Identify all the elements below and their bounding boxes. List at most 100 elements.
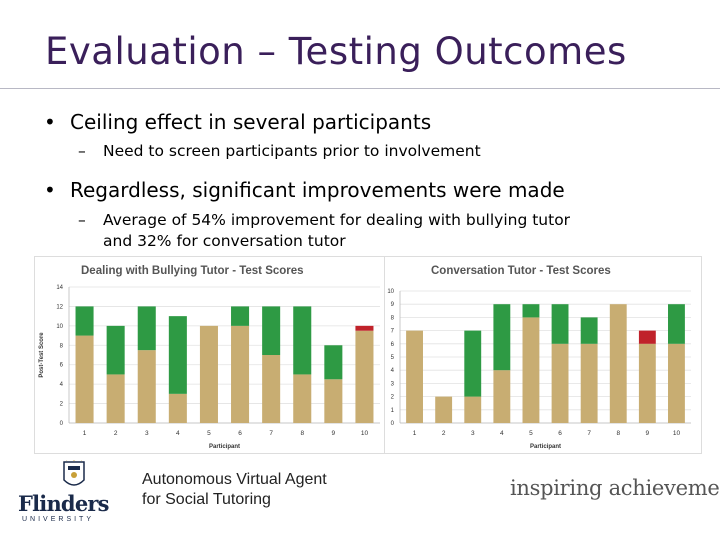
x-tick-label: 6 — [558, 430, 562, 437]
y-tick-label: 8 — [60, 343, 64, 349]
x-tick-label: 4 — [176, 430, 180, 437]
bar-decline — [355, 325, 374, 331]
bar-pre-test — [638, 343, 656, 423]
y-axis-label: Post-Test Score — [39, 332, 45, 378]
bar-pre-test — [435, 396, 453, 423]
x-tick-label: 8 — [300, 430, 304, 437]
y-tick-label: 8 — [391, 315, 395, 321]
bullet-dot: • — [44, 110, 56, 134]
bullet-2-sub-2-text: and 32% for conversation tutor — [103, 232, 346, 250]
footer-caption: Autonomous Virtual Agent for Social Tuto… — [142, 470, 327, 510]
y-tick-label: 5 — [391, 355, 395, 361]
y-tick-label: 0 — [60, 421, 64, 427]
chart-title: Dealing with Bullying Tutor - Test Score… — [81, 265, 304, 277]
bullet-1-text: Ceiling effect in several participants — [70, 110, 432, 134]
y-tick-label: 4 — [391, 368, 395, 374]
bullying-chart: Dealing with Bullying Tutor - Test Score… — [39, 265, 380, 450]
x-tick-label: 1 — [413, 430, 417, 437]
bar-pre-test — [551, 343, 569, 423]
bar-improvement — [551, 304, 569, 344]
university-logo — [30, 457, 140, 540]
crest-icon — [63, 457, 85, 486]
bar-pre-test — [75, 335, 94, 423]
bar-pre-test — [609, 304, 627, 423]
footer-line-2: for Social Tutoring — [142, 491, 271, 508]
x-tick-label: 1 — [83, 430, 87, 437]
bar-improvement — [168, 316, 187, 394]
bullet-2-sub-1-text: Average of 54% improvement for dealing w… — [103, 211, 571, 229]
bullet-2-sub-2: and 32% for conversation tutor — [103, 231, 346, 252]
bar-pre-test — [137, 350, 156, 423]
bar-improvement — [493, 304, 511, 371]
slide-title: Evaluation – Testing Outcomes — [45, 30, 627, 73]
y-tick-label: 9 — [391, 302, 395, 308]
y-tick-label: 10 — [387, 289, 394, 295]
bar-decline — [638, 330, 656, 344]
chart-panel-bullying: Dealing with Bullying Tutor - Test Score… — [34, 256, 396, 454]
bar-improvement — [464, 330, 482, 397]
bullet-1: • Ceiling effect in several participants — [44, 110, 432, 134]
x-axis-label: Participant — [209, 444, 240, 450]
y-tick-label: 12 — [56, 304, 63, 310]
bar-improvement — [668, 304, 685, 344]
bar-pre-test — [324, 379, 343, 423]
bar-improvement — [580, 317, 598, 344]
x-tick-label: 7 — [587, 430, 591, 437]
logo-word: Flinders — [18, 491, 109, 516]
logo-subword: UNIVERSITY — [22, 516, 95, 523]
bullet-1-sub-1-text: Need to screen participants prior to inv… — [103, 142, 481, 160]
title-rule — [0, 88, 720, 89]
y-tick-label: 6 — [60, 363, 64, 369]
bullet-2: • Regardless, significant improvements w… — [44, 178, 565, 202]
bar-pre-test — [668, 343, 685, 423]
bar-improvement — [522, 304, 540, 318]
y-tick-label: 4 — [60, 382, 64, 388]
x-tick-label: 4 — [500, 430, 504, 437]
bar-pre-test — [262, 355, 281, 423]
x-tick-label: 9 — [646, 430, 650, 437]
bar-pre-test — [493, 370, 511, 423]
x-tick-label: 7 — [269, 430, 273, 437]
x-tick-label: 2 — [442, 430, 446, 437]
x-tick-label: 6 — [238, 430, 242, 437]
y-tick-label: 2 — [60, 402, 64, 408]
y-tick-label: 10 — [56, 324, 63, 330]
x-tick-label: 5 — [207, 430, 211, 437]
chart-title: Conversation Tutor - Test Scores — [431, 265, 611, 277]
bar-improvement — [106, 325, 125, 375]
x-tick-label: 10 — [673, 430, 681, 437]
bar-pre-test — [464, 396, 482, 423]
bar-pre-test — [168, 393, 187, 423]
x-tick-label: 9 — [332, 430, 336, 437]
x-tick-label: 2 — [114, 430, 118, 437]
bullet-2-text: Regardless, significant improvements wer… — [70, 178, 565, 202]
footer — [0, 456, 720, 540]
x-tick-label: 3 — [471, 430, 475, 437]
bar-improvement — [293, 306, 312, 375]
bar-pre-test — [293, 374, 312, 423]
x-tick-label: 10 — [361, 430, 369, 437]
bullet-dash: – — [78, 142, 86, 160]
bar-improvement — [75, 306, 94, 336]
y-tick-label: 3 — [391, 381, 395, 387]
tagline: inspiring achievement — [510, 476, 720, 500]
bar-pre-test — [580, 343, 598, 423]
y-tick-label: 14 — [56, 285, 63, 291]
bar-improvement — [137, 306, 156, 351]
bar-improvement — [231, 306, 250, 326]
y-tick-label: 2 — [391, 395, 395, 401]
bar-pre-test — [522, 317, 540, 423]
x-tick-label: 5 — [529, 430, 533, 437]
y-tick-label: 0 — [391, 421, 395, 427]
bar-pre-test — [355, 330, 374, 423]
bar-pre-test — [106, 374, 125, 423]
conversation-chart: Conversation Tutor - Test Scores 0 1 2 3 4 5 6 7… — [387, 265, 691, 450]
bar-pre-test — [231, 325, 250, 423]
y-tick-label: 1 — [391, 408, 395, 414]
bar-pre-test — [199, 325, 218, 423]
bullet-dot: • — [44, 178, 56, 202]
bullet-dash: – — [78, 211, 86, 229]
bar-improvement — [262, 306, 281, 355]
x-tick-label: 8 — [616, 430, 620, 437]
y-tick-label: 7 — [391, 329, 395, 335]
